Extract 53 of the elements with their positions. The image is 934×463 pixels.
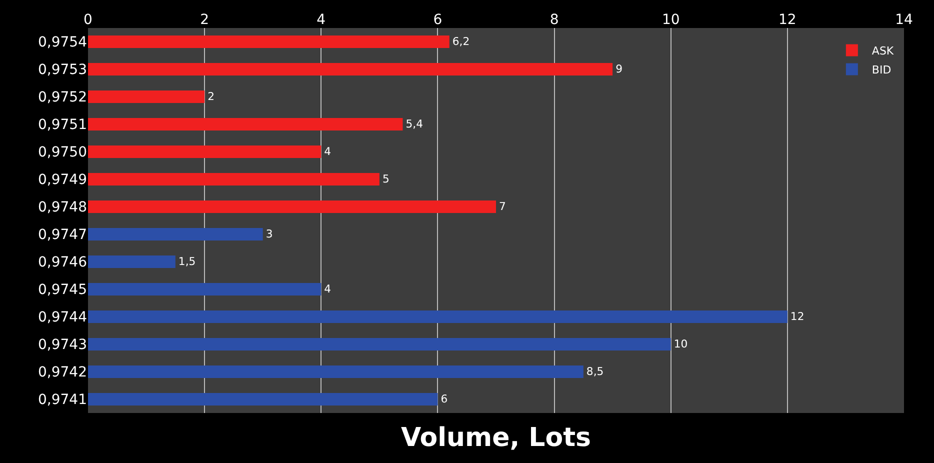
bar [88,393,438,406]
data-label: 5 [382,172,390,186]
data-label: 2 [208,90,214,103]
data-label: 8,5 [586,364,604,378]
y-tick-label: 0,9748 [38,200,87,216]
x-tick-label: 10 [662,12,680,28]
data-label: 6,2 [452,34,470,48]
data-label: 5,4 [406,117,424,130]
data-label: 12 [790,310,804,323]
y-tick-label: 0,9742 [38,364,87,381]
bar [88,36,450,48]
data-label: 1,5 [178,254,196,268]
x-axis-title: Volume, Lots [401,423,591,453]
data-label: 4 [324,144,332,158]
y-tick-label: 0,9753 [38,62,87,78]
bar [88,63,613,76]
y-tick-label: 0,9749 [38,172,87,188]
y-tick-label: 0,9743 [38,337,87,354]
data-label: 6 [440,392,448,406]
x-tick-label: 4 [316,12,326,28]
bar [88,283,322,296]
y-tick-label: 0,9754 [38,34,88,51]
legend-label: ASK [872,44,894,58]
y-tick-label: 0,9751 [38,117,87,134]
bar [88,338,671,350]
bar [88,146,322,158]
bar [88,310,788,323]
x-tick-label: 14 [895,12,913,28]
bar [88,90,205,103]
bar [88,200,496,213]
bar [88,118,403,130]
x-tick-label: 0 [84,12,92,28]
y-tick-label: 0,9745 [38,282,87,298]
y-tick-label: 0,9752 [38,90,87,106]
data-label: 10 [674,337,688,350]
bar [88,256,176,268]
x-tick-label: 12 [778,12,796,28]
y-tick-label: 0,9741 [38,392,87,408]
bar [88,228,263,240]
bar [88,173,380,186]
y-tick-label: 0,9750 [38,144,87,161]
legend-label: BID [872,63,892,76]
data-label: 9 [616,62,623,76]
y-tick-label: 0,9746 [38,254,88,271]
data-label: 3 [266,227,273,240]
data-label: 4 [324,282,332,296]
x-tick-label: 6 [433,12,442,28]
y-tick-label: 0,9744 [38,310,88,326]
x-tick-label: 8 [550,12,559,28]
bar [88,366,584,378]
x-tick-label: 2 [200,12,210,28]
data-label: 7 [499,200,506,213]
y-tick-label: 0,9747 [38,227,87,244]
